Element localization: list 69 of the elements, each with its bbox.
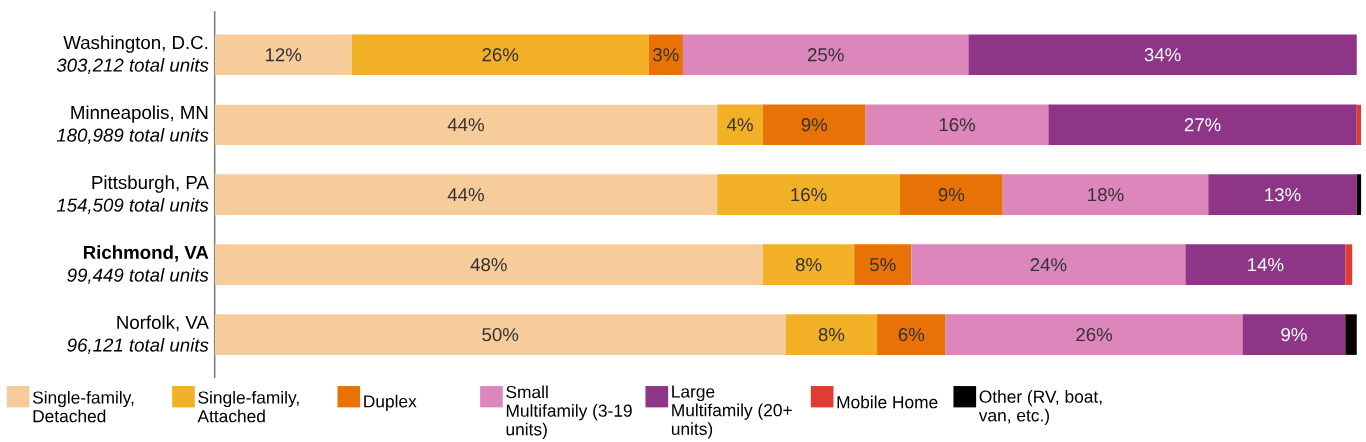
bar <box>717 174 900 215</box>
data-label: 12% <box>265 48 302 62</box>
y-tick-label: Pittsburgh, PA <box>92 175 209 193</box>
data-label: 16% <box>939 118 976 132</box>
bar <box>717 104 763 145</box>
bar <box>1345 314 1357 355</box>
data-label: 6% <box>898 327 925 342</box>
text: 180,989 total units <box>56 128 209 144</box>
text: 303,212 total units <box>56 58 209 74</box>
bar <box>911 244 1186 285</box>
bar <box>877 314 946 355</box>
data-label: 26% <box>482 48 519 62</box>
data-label: 8% <box>795 258 822 272</box>
bar <box>945 314 1243 355</box>
data-label: 8% <box>818 327 845 342</box>
bar <box>214 174 718 215</box>
bar <box>1185 244 1346 285</box>
legend-label: Duplex <box>364 394 417 411</box>
text: 154,509 total units <box>56 198 209 214</box>
data-label: 14% <box>1248 258 1284 272</box>
bar <box>899 174 1003 215</box>
legend-label: Single-family, Detached <box>32 390 134 423</box>
data-label: 9% <box>938 188 965 202</box>
data-label: 5% <box>870 258 896 272</box>
y-tick-label: Richmond, VA <box>83 245 209 262</box>
data-label: 48% <box>470 258 507 272</box>
bar <box>1208 174 1357 215</box>
data-label: 25% <box>807 48 844 62</box>
data-label: 44% <box>447 118 484 132</box>
bar <box>1242 314 1346 355</box>
bar <box>214 314 786 355</box>
legend-label: Mobile Home <box>837 395 938 409</box>
bar <box>854 244 912 285</box>
legend-label: Large Multifamily (20+ units) <box>671 385 792 439</box>
bar <box>214 244 763 285</box>
data-label: 18% <box>1088 188 1124 202</box>
data-label: 50% <box>482 327 519 342</box>
data-label: 16% <box>791 188 827 202</box>
y-tick-label: Norfolk, VA <box>117 315 209 332</box>
bar <box>968 34 1357 76</box>
data-label: 13% <box>1265 188 1301 202</box>
text: 99,449 total units <box>67 268 209 284</box>
y-tick-label: Washington, D.C. <box>63 35 208 53</box>
data-label: 34% <box>1144 48 1181 62</box>
data-label: 9% <box>801 118 828 132</box>
data-label: 24% <box>1030 258 1067 272</box>
bar <box>1345 244 1353 285</box>
data-label: 26% <box>1076 327 1113 342</box>
bar <box>1048 104 1357 145</box>
data-label: 4% <box>726 118 753 132</box>
legend-label: Other (RV, boat, van, etc.) <box>978 390 1102 425</box>
bar <box>1002 174 1209 215</box>
bar <box>682 34 969 76</box>
legend-label: Single-family, Attached <box>197 390 299 423</box>
bar <box>762 244 855 285</box>
bar <box>785 314 878 355</box>
text: 96,121 total units <box>67 337 209 354</box>
bar <box>762 104 866 145</box>
bar <box>865 104 1049 145</box>
bar <box>648 34 683 76</box>
data-label: 3% <box>653 48 679 62</box>
bar <box>214 104 718 145</box>
data-label: 27% <box>1184 118 1221 132</box>
data-label: 44% <box>447 188 484 202</box>
data-label: 9% <box>1281 327 1307 342</box>
legend-label: Small Multifamily (3-19 units) <box>506 385 632 439</box>
bar <box>214 34 352 76</box>
bar <box>351 34 649 76</box>
y-tick-label: Minneapolis, MN <box>71 105 208 123</box>
